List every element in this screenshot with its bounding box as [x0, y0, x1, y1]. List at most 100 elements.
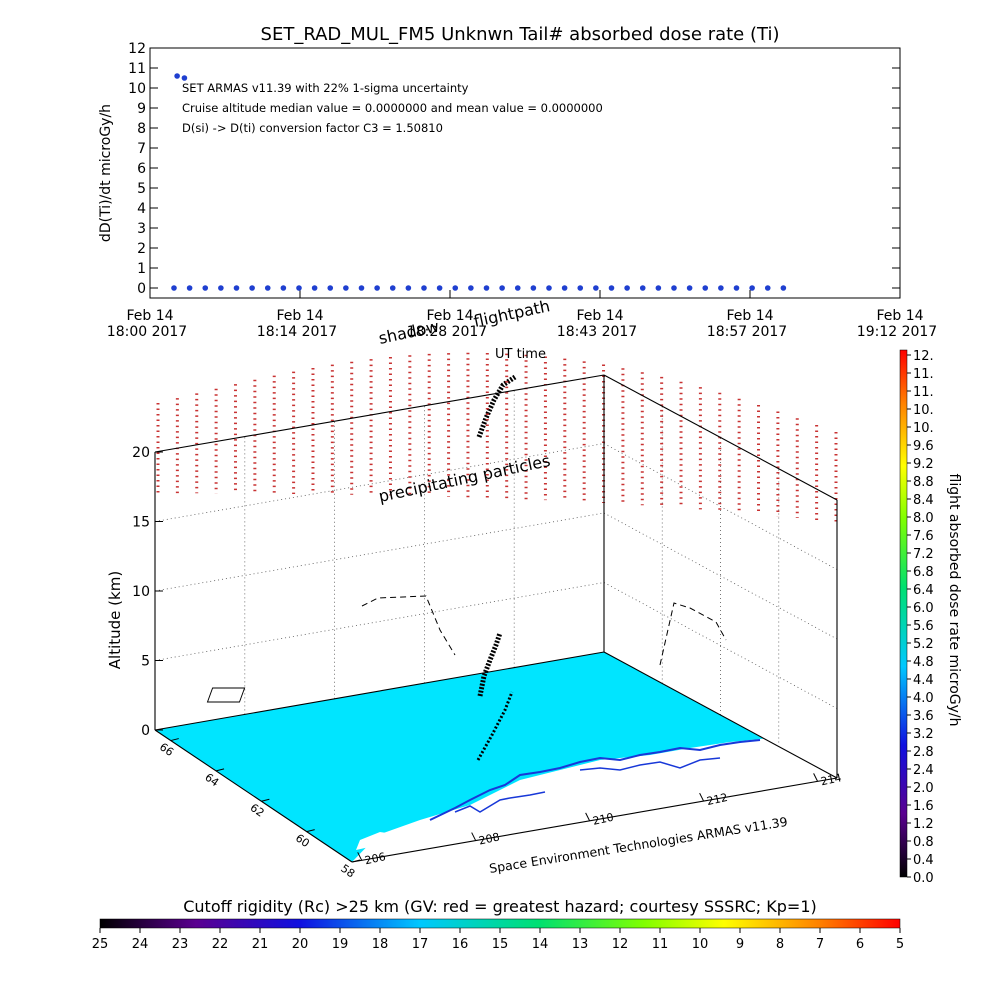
annotation-line-3: D(si) -> D(ti) conversion factor C3 = 1.… [182, 121, 443, 135]
grid-line [603, 582, 838, 709]
latitude-tick [215, 768, 225, 772]
data-point [749, 285, 755, 291]
dose-rate-tick-label: 5.6 [913, 619, 934, 634]
data-point [530, 285, 537, 291]
data-point [624, 285, 630, 291]
3d-grid [154, 389, 838, 747]
data-point [671, 285, 677, 291]
altitude-tick-label: 20 [132, 445, 150, 461]
data-point [452, 285, 459, 291]
longitude-tick-label: 208 [478, 830, 501, 847]
dose-rate-tick-label: 4.4 [913, 673, 934, 688]
data-point [311, 285, 318, 291]
land-mass-2 [356, 832, 405, 850]
top-x-tick-label-time: 18:14 2017 [257, 324, 337, 340]
dose-rate-tick-label: 4.8 [913, 655, 934, 670]
data-point [233, 285, 240, 291]
data-point [171, 285, 177, 291]
cutoff-rigidity-tick-label: 18 [372, 937, 389, 952]
latitude-tick [261, 798, 270, 802]
3d-plot: 0 5 10 15 20 66 64 62 60 58 206 208 210 212 214 Alti… [106, 296, 843, 880]
cutoff-rigidity-tick-label: 21 [252, 937, 269, 952]
cutoff-rigidity-tick-label: 7 [816, 937, 824, 952]
cutoff-rigidity-tick-label: 6 [856, 937, 864, 952]
data-point [421, 285, 427, 291]
top-x-tick-label-date: Feb 14 [576, 308, 623, 324]
grid-line [154, 512, 605, 592]
data-point [608, 285, 615, 291]
cutoff-rigidity-tick-label: 8 [776, 937, 784, 952]
dose-rate-tick-label: 6.8 [913, 565, 934, 580]
ocean-surface [155, 652, 837, 862]
data-point [686, 285, 693, 291]
data-point [405, 285, 412, 291]
dose-rate-colorbar: 12. 11. 11. 10. 10. 9.6 9.2 8.8 8.4 8.0 7.6 7.2 6.8 6… [899, 349, 962, 886]
dose-rate-tick-label: 11. [913, 385, 934, 400]
dose-rate-tick-label: 3.6 [913, 709, 934, 724]
dose-rate-tick-label: 8.8 [913, 475, 934, 490]
top-y-tick-label: 5 [137, 181, 146, 197]
altitude-axis-ticks: 0 5 10 15 20 [132, 445, 163, 739]
coastline-3 [579, 757, 721, 771]
top-x-tick-label-date: Feb 14 [726, 308, 773, 324]
dose-rate-tick-label: 2.0 [913, 781, 934, 796]
cutoff-rigidity-tick-label: 13 [572, 937, 589, 952]
top-y-tick-label: 10 [128, 81, 146, 97]
dose-rate-tick-label: 1.6 [913, 799, 934, 814]
3d-frame [154, 374, 838, 863]
annotation-line-2: Cruise altitude median value = 0.0000000… [182, 101, 603, 115]
cutoff-rigidity-tick-label: 14 [532, 937, 549, 952]
cutoff-rigidity-colorbar-label: Cutoff rigidity (Rc) >25 km (GV: red = g… [183, 897, 817, 916]
top-plot-frame [149, 47, 901, 299]
label-ut-time: UT time [495, 347, 546, 362]
land-mass [352, 738, 837, 862]
dose-rate-tick-label: 8.4 [913, 493, 934, 508]
dose-rate-tick-label: 10. [913, 421, 934, 436]
dose-rate-colorbar-gradient [899, 349, 908, 878]
cutoff-rigidity-tick-label: 10 [692, 937, 709, 952]
longitude-tick [813, 773, 819, 782]
label-shadow: shadow [377, 317, 441, 348]
latitude-tick [306, 829, 315, 833]
dose-rate-tick-label: 3.2 [913, 727, 934, 742]
dose-rate-tick-label: 7.6 [913, 529, 934, 544]
top-y-tick-label: 11 [128, 61, 146, 77]
cutoff-rigidity-tick-label: 20 [292, 937, 309, 952]
coastline [429, 739, 761, 821]
dose-rate-tick-label: 6.0 [913, 601, 934, 616]
top-y-tick-label: 6 [137, 161, 146, 177]
dose-rate-tick-label: 4.0 [913, 691, 934, 706]
data-point [202, 285, 209, 291]
data-point [546, 285, 552, 291]
data-point [186, 285, 193, 291]
top-y-tick-label: 4 [137, 201, 146, 217]
data-point [249, 285, 255, 291]
top-y-tick-label: 8 [137, 121, 146, 137]
altitude-tick-label: 5 [141, 654, 150, 670]
top-x-tick-label-date: Feb 14 [276, 308, 323, 324]
dose-rate-tick-label: 10. [913, 403, 934, 418]
cutoff-rigidity-tick-label: 15 [492, 937, 509, 952]
dose-rate-tick-label: 2.4 [913, 763, 934, 778]
dose-rate-tick-label: 0.0 [913, 871, 934, 886]
data-point [764, 285, 771, 291]
cutoff-rigidity-tick-label: 23 [172, 937, 189, 952]
cutoff-rigidity-tick-label: 16 [452, 937, 469, 952]
latitude-tick [170, 738, 179, 742]
data-point [296, 285, 302, 291]
top-x-tick-label-date: Feb 14 [426, 308, 473, 324]
cutoff-rigidity-tick-label: 17 [412, 937, 429, 952]
altitude-axis-label: Altitude (km) [106, 571, 124, 669]
top-x-tick-label-time: 18:28 2017 [407, 324, 487, 340]
altitude-tick-label: 0 [141, 723, 150, 739]
cutoff-rigidity-colorbar: Cutoff rigidity (Rc) >25 km (GV: red = g… [92, 897, 904, 952]
flight-path-lower [477, 632, 503, 697]
data-point [174, 73, 180, 79]
dose-rate-tick-label: 9.2 [913, 457, 934, 472]
data-point [780, 285, 787, 291]
coastline-2 [454, 791, 546, 813]
top-x-tick-label-time: 18:43 2017 [557, 324, 637, 340]
data-point [436, 285, 443, 291]
label-precipitating-particles: precipitating particles [377, 451, 552, 506]
